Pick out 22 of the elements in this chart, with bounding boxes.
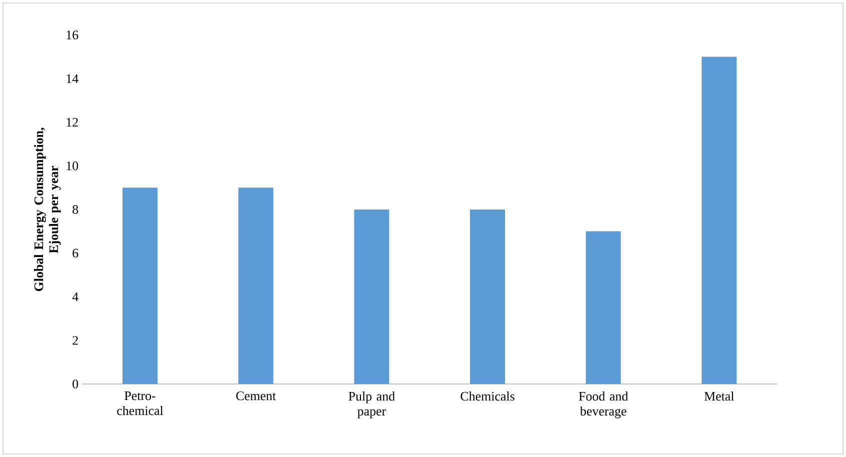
x-tick-label: Cement bbox=[236, 392, 276, 400]
y-axis-title: Global Energy Consumption, Ejoule per year bbox=[34, 128, 61, 292]
bar bbox=[702, 56, 737, 384]
y-tick-label: 8 bbox=[72, 205, 78, 214]
x-tick-label: Pulp and paper bbox=[348, 392, 395, 418]
bar bbox=[586, 231, 621, 384]
x-tick-label: Petro-chemical bbox=[117, 392, 164, 416]
y-tick-label: 4 bbox=[72, 292, 78, 302]
bar bbox=[354, 209, 390, 384]
bar bbox=[238, 188, 274, 384]
bar bbox=[122, 188, 158, 384]
y-tick-label: 2 bbox=[72, 336, 78, 345]
y-tick-label: 6 bbox=[72, 248, 78, 258]
y-tick-label: 16 bbox=[66, 30, 78, 40]
x-tick-label: Chemicals bbox=[460, 392, 514, 401]
y-tick-label: 14 bbox=[66, 74, 78, 83]
x-tick-label: Metal bbox=[704, 392, 734, 401]
y-tick-label: 10 bbox=[66, 162, 78, 170]
y-tick-label: 0 bbox=[72, 380, 78, 388]
x-tick-label: Food and beverage bbox=[578, 392, 628, 418]
y-tick-label: 12 bbox=[66, 118, 78, 127]
bar bbox=[470, 209, 506, 384]
